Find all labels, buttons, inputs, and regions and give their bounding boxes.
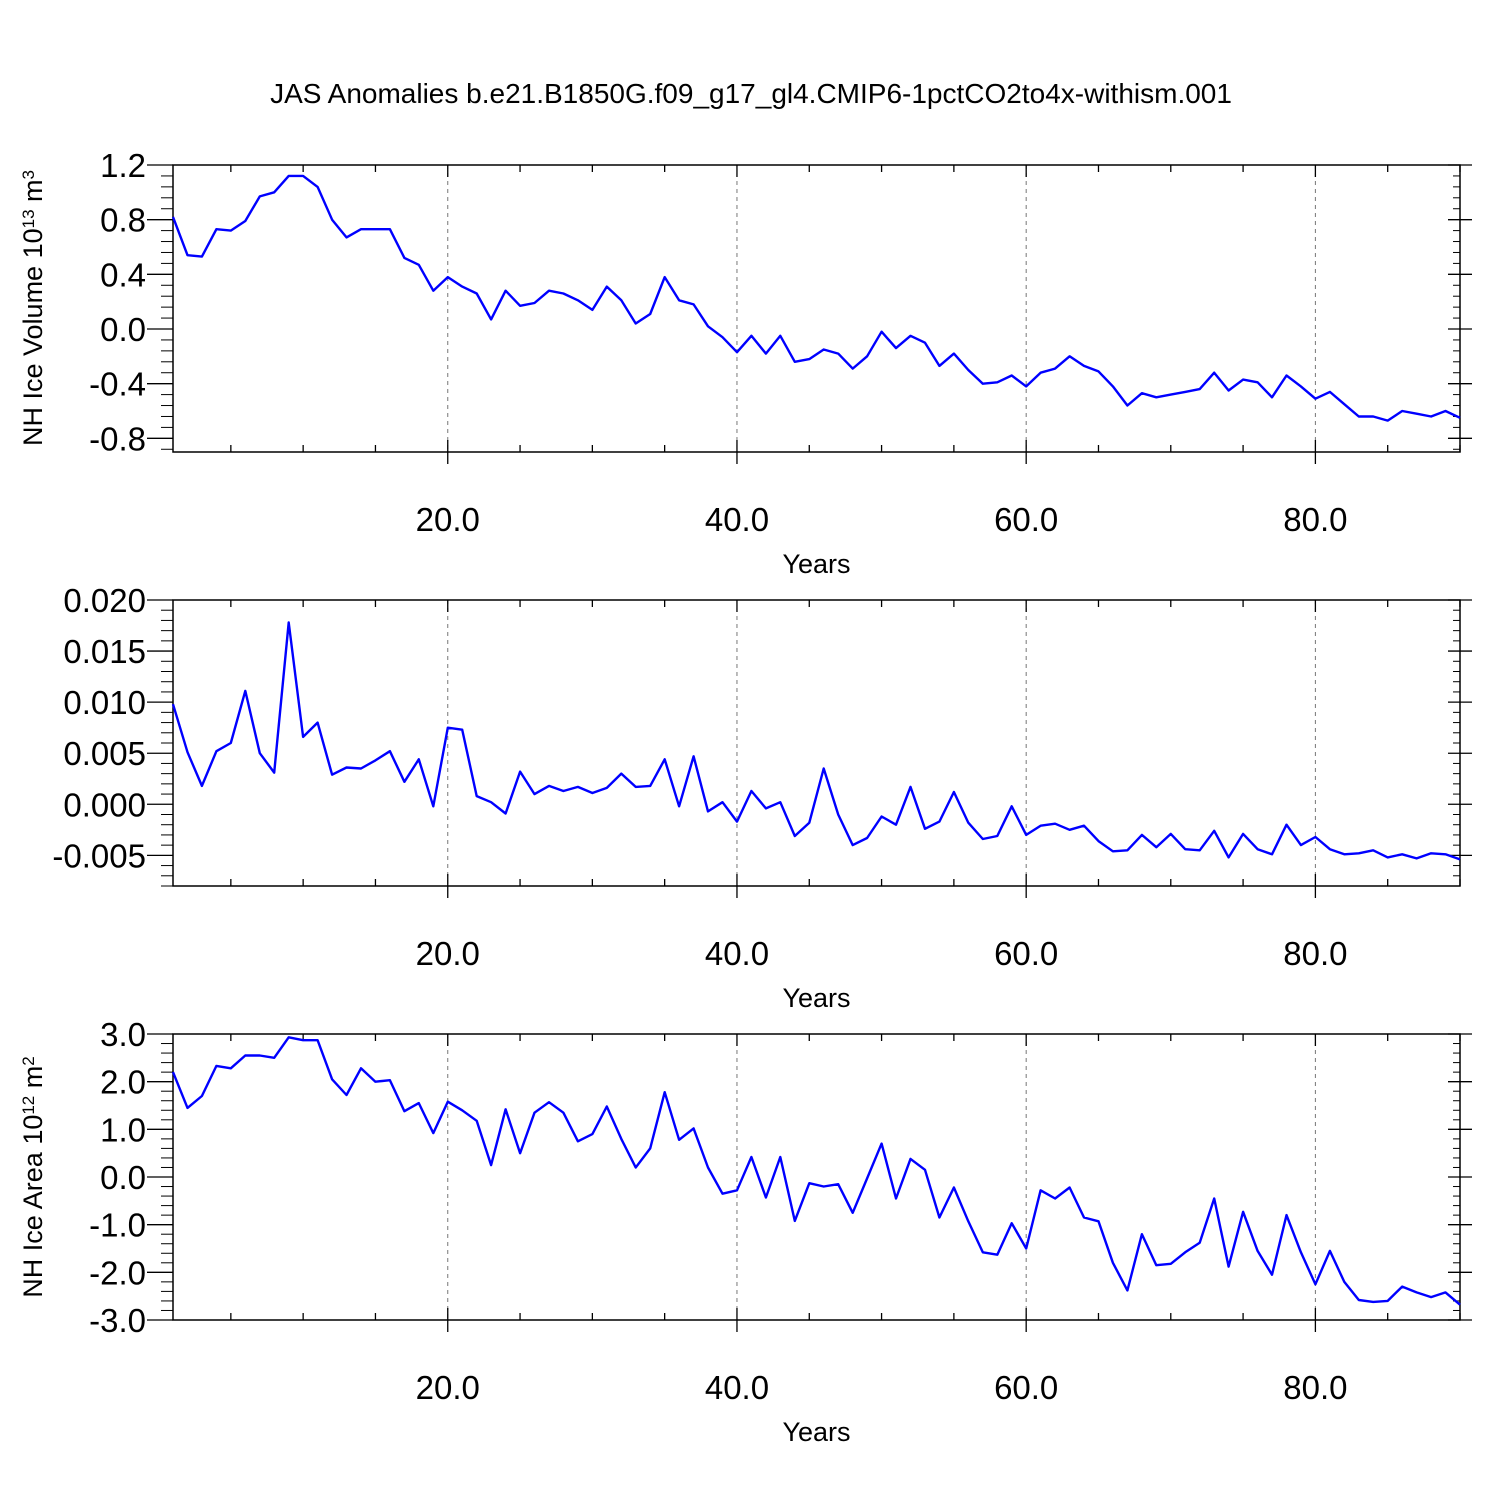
x-axis-label: Years bbox=[782, 983, 850, 1013]
x-tick-label: 60.0 bbox=[994, 501, 1058, 538]
y-tick-label: 0.010 bbox=[63, 684, 146, 721]
x-tick-label: 20.0 bbox=[416, 935, 480, 972]
panel-2: -0.005 0.000 0.005 0.010 0.015 0.020 20.0 40.0 6… bbox=[0, 582, 1472, 1013]
y-tick-label: 0.0 bbox=[100, 311, 146, 348]
y-tick-label: -0.4 bbox=[89, 366, 146, 403]
x-tick-label: 60.0 bbox=[994, 1369, 1058, 1406]
x-tick-label: 80.0 bbox=[1283, 935, 1347, 972]
main-title: JAS Anomalies b.e21.B1850G.f09_g17_gl4.C… bbox=[270, 78, 1232, 109]
y-axis-label: NH Ice Area 1012 m2 bbox=[18, 1056, 48, 1297]
y-axis-label-part: NH Ice Area 10 bbox=[18, 1115, 48, 1298]
y-tick-label: 0.000 bbox=[63, 786, 146, 823]
plot-frame bbox=[172, 1033, 1461, 1321]
y-axis-label-superscript: 3 bbox=[19, 170, 38, 179]
y-axis-label-part: m bbox=[0, 599, 18, 629]
y-tick-label: 1.2 bbox=[100, 147, 146, 184]
y-tick-label: -0.8 bbox=[89, 420, 146, 457]
y-tick-label: 0.4 bbox=[100, 256, 146, 293]
y-axis-label-part: NH Ice Volume 10 bbox=[18, 228, 48, 446]
x-tick-label: 40.0 bbox=[705, 935, 769, 972]
y-axis-label-part: NH Snow Volume 10 bbox=[0, 648, 18, 897]
x-axis-label: Years bbox=[782, 1417, 850, 1447]
y-tick-label: -3.0 bbox=[89, 1302, 146, 1339]
y-axis-label-part: m bbox=[18, 1066, 48, 1096]
y-axis-label-superscript: 12 bbox=[19, 1096, 38, 1115]
plot-frame bbox=[172, 599, 1461, 887]
panel-3: -3.0 -2.0 -1.0 0.0 1.0 2.0 3.0 20.0 40.0 60.0 80.0… bbox=[18, 1016, 1472, 1447]
y-tick-label: -1.0 bbox=[89, 1207, 146, 1244]
y-tick-label: 0.020 bbox=[63, 582, 146, 619]
x-tick-label: 20.0 bbox=[416, 501, 480, 538]
y-tick-label: 2.0 bbox=[100, 1064, 146, 1101]
x-tick-label: 80.0 bbox=[1283, 501, 1347, 538]
y-axis-label-superscript: 3 bbox=[0, 589, 8, 598]
series-line bbox=[171, 621, 1461, 861]
y-axis-label: NH Snow Volume 1013 m3 bbox=[0, 589, 18, 897]
y-tick-label: 3.0 bbox=[100, 1016, 146, 1053]
x-tick-label: 20.0 bbox=[416, 1369, 480, 1406]
series-line bbox=[171, 174, 1461, 422]
y-axis-label-superscript: 13 bbox=[19, 209, 38, 228]
y-tick-label: 0.015 bbox=[63, 633, 146, 670]
y-axis-label-part: m bbox=[18, 179, 48, 209]
x-axis-label: Years bbox=[782, 549, 850, 579]
series-line bbox=[171, 1036, 1461, 1306]
x-tick-label: 80.0 bbox=[1283, 1369, 1347, 1406]
plot-frame bbox=[172, 164, 1461, 453]
x-tick-label: 40.0 bbox=[705, 501, 769, 538]
y-tick-label: -2.0 bbox=[89, 1254, 146, 1291]
y-tick-label: 1.0 bbox=[100, 1111, 146, 1148]
y-tick-label: -0.005 bbox=[52, 837, 146, 874]
y-axis-label-superscript: 2 bbox=[19, 1056, 38, 1065]
x-tick-label: 60.0 bbox=[994, 935, 1058, 972]
panel-1: -0.8 -0.4 0.0 0.4 0.8 1.2 20.0 40.0 60.0 80.0 Year… bbox=[18, 147, 1472, 579]
y-axis-label-superscript: 13 bbox=[0, 629, 8, 648]
y-tick-label: 0.8 bbox=[100, 202, 146, 239]
y-tick-label: 0.005 bbox=[63, 735, 146, 772]
x-tick-label: 40.0 bbox=[705, 1369, 769, 1406]
y-tick-label: 0.0 bbox=[100, 1159, 146, 1196]
y-axis-label: NH Ice Volume 1013 m3 bbox=[18, 170, 48, 446]
